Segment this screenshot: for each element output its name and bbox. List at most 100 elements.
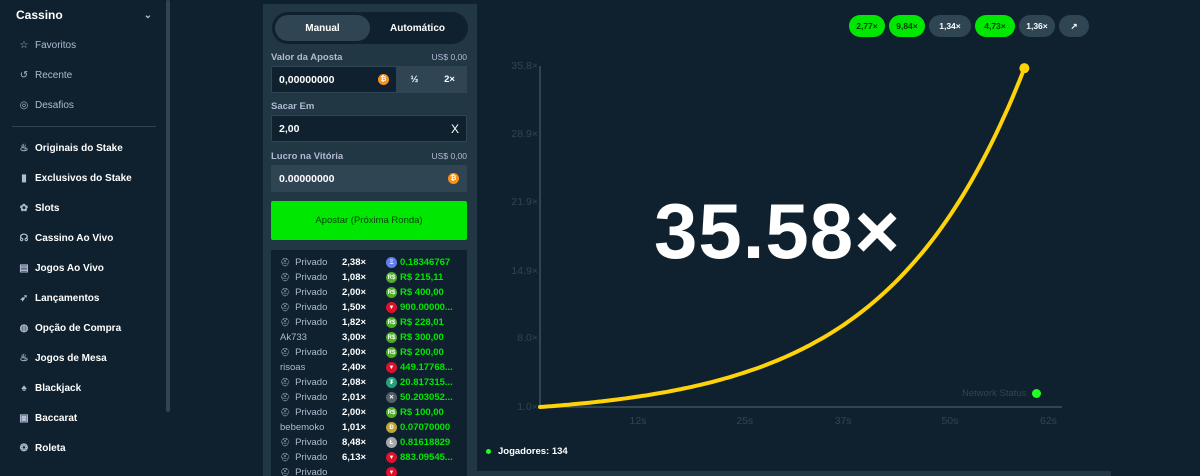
tab-manual[interactable]: Manual <box>275 15 370 41</box>
brl-coin-icon: R$ <box>386 287 397 298</box>
sidebar-item-recente[interactable]: ↺ Recente <box>0 60 168 90</box>
x-tick-label: 37s <box>834 415 852 427</box>
crash-game-area <box>477 4 1111 476</box>
history-chip[interactable]: 4,73× <box>975 15 1015 37</box>
bet-row[interactable]: ⛑ Privado ▼ <box>271 465 467 476</box>
sidebar-item-op-o-de-compra[interactable]: ◍ Opção de Compra <box>0 313 168 343</box>
sidebar-item-jogos-de-mesa[interactable]: ♨ Jogos de Mesa <box>0 343 168 373</box>
cashout-input[interactable]: 2,00 X <box>271 115 467 142</box>
bet-amount-label: Valor da Aposta <box>271 52 343 63</box>
bet-multiplier: 2,01× <box>342 392 367 403</box>
bet-amount: 0.07070000 <box>400 422 451 433</box>
sidebar-item-desafios[interactable]: ◎ Desafios <box>0 90 168 120</box>
incognito-icon: ⛑ <box>280 318 291 327</box>
sidebar-item-lan-amentos[interactable]: ➶ Lançamentos <box>0 283 168 313</box>
status-dot-icon <box>1032 389 1042 398</box>
bet-multiplier: 2,40× <box>342 362 367 373</box>
sidebar-title: Cassino <box>16 8 63 22</box>
sidebar-item-originais-do-stake[interactable]: ♨ Originais do Stake <box>0 133 168 163</box>
sidebar-item-label: Favoritos <box>35 39 77 51</box>
bet-row[interactable]: ⛑ Privado 2,00× R$ R$ 200,00 <box>271 345 467 360</box>
history-chip[interactable]: 2,77× <box>849 15 885 37</box>
x-tick-label: 12s <box>629 415 647 427</box>
sidebar-item-jogos-ao-vivo[interactable]: ▤ Jogos Ao Vivo <box>0 253 168 283</box>
sidebar-item-roleta[interactable]: ❂ Roleta <box>0 433 168 463</box>
history-chip[interactable]: 9,84× <box>889 15 925 37</box>
incognito-icon: ⛑ <box>280 258 291 267</box>
half-button[interactable]: ½ <box>397 66 432 93</box>
network-status[interactable]: Network Status <box>962 388 1042 399</box>
bet-user: ⛑ Privado <box>280 407 342 418</box>
sidebar: Cassino ⌄ ☆ Favoritos ↺ Recente ◎ Desafios ♨ O… <box>0 0 168 476</box>
table-flame-icon: ♨ <box>19 352 29 364</box>
bet-row[interactable]: ⛑ Privado 2,00× R$ R$ 400,00 <box>271 285 467 300</box>
bet-user-name: Privado <box>295 302 328 313</box>
players-label: Jogadores: 134 <box>498 446 568 457</box>
bet-row[interactable]: risoas 2,40× ▼ 449.17768... <box>271 360 467 375</box>
sidebar-item-blackjack[interactable]: ♠ Blackjack <box>0 373 168 403</box>
bet-row[interactable]: bebemoko 1,01× Ð 0.07070000 <box>271 420 467 435</box>
bet-user-name: bebemoko <box>280 422 325 433</box>
current-multiplier: 35.58× <box>654 187 901 275</box>
sidebar-item-slots[interactable]: ✿ Slots <box>0 193 168 223</box>
bet-row[interactable]: ⛑ Privado 2,00× R$ R$ 100,00 <box>271 405 467 420</box>
brl-coin-icon: R$ <box>386 332 397 343</box>
sidebar-item-label: Baccarat <box>35 412 78 424</box>
bet-amount: R$ 228,01 <box>400 317 444 328</box>
bet-amount: 449.17768... <box>400 362 453 373</box>
sidebar-item-label: Opção de Compra <box>35 322 122 334</box>
sidebar-item-exclusivos-do-stake[interactable]: ▮ Exclusivos do Stake <box>0 163 168 193</box>
sidebar-item-label: Lançamentos <box>35 292 100 304</box>
bets-list: ⛑ Privado 2,38× Ξ 0.18346767 ⛑ Privado 1,08× R$ R… <box>271 250 467 476</box>
ltc-coin-icon: Ł <box>386 437 397 448</box>
double-button[interactable]: 2× <box>432 66 467 93</box>
bet-user: ⛑ Privado <box>280 467 342 476</box>
bet-amount: 50.203052... <box>400 392 453 403</box>
chips-icon: ▤ <box>19 262 29 274</box>
bet-row[interactable]: ⛑ Privado 2,08× ₮ 20.817315... <box>271 375 467 390</box>
sidebar-item-label: Jogos Ao Vivo <box>35 262 104 274</box>
curve-end-point <box>1019 63 1030 74</box>
bitcoin-icon: ₿ <box>378 74 389 85</box>
history-chip[interactable]: 1,36× <box>1019 15 1055 37</box>
incognito-icon: ⛑ <box>280 288 291 297</box>
y-tick-label: 35.8× <box>511 60 538 72</box>
bet-user: Ak733 <box>280 332 342 343</box>
sidebar-item-cassino-ao-vivo[interactable]: ☊ Cassino Ao Vivo <box>0 223 168 253</box>
bet-row[interactable]: ⛑ Privado 2,01× ✕ 50.203052... <box>271 390 467 405</box>
history-chip[interactable]: 1,34× <box>929 15 971 37</box>
chevron-down-icon[interactable]: ⌄ <box>143 9 152 21</box>
place-bet-button[interactable]: Apostar (Próxima Ronda) <box>271 201 467 240</box>
sidebar-item-label: Desafios <box>35 99 74 111</box>
bet-row[interactable]: ⛑ Privado 1,50× ▼ 900.00000... <box>271 300 467 315</box>
bet-user-name: Privado <box>295 287 328 298</box>
sidebar-item-baccarat[interactable]: ▣ Baccarat <box>0 403 168 433</box>
clear-icon[interactable]: X <box>450 121 459 136</box>
flame-icon: ♨ <box>19 142 29 154</box>
y-tick-label: 28.9× <box>511 127 538 140</box>
bet-row[interactable]: ⛑ Privado 2,38× Ξ 0.18346767 <box>271 255 467 270</box>
bet-row[interactable]: ⛑ Privado 1,08× R$ R$ 215,11 <box>271 270 467 285</box>
cashout-label: Sacar Em <box>271 101 315 112</box>
trx-coin-icon: ▼ <box>386 362 397 373</box>
sidebar-casino-header[interactable]: Cassino ⌄ <box>0 0 168 30</box>
stats-chart-icon[interactable]: ↗ <box>1059 15 1089 37</box>
tab-auto[interactable]: Automático <box>390 22 445 34</box>
bet-row[interactable]: Ak733 3,00× R$ R$ 300,00 <box>271 330 467 345</box>
sidebar-scrollbar[interactable] <box>166 0 170 412</box>
sidebar-item-favoritos[interactable]: ☆ Favoritos <box>0 30 168 60</box>
bet-amount-input[interactable]: 0,00000000 ₿ <box>271 66 397 93</box>
bet-user: ⛑ Privado <box>280 437 342 448</box>
bet-row[interactable]: ⛑ Privado 8,48× Ł 0.81618829 <box>271 435 467 450</box>
headset-icon: ☊ <box>19 232 29 244</box>
bet-amount: R$ 100,00 <box>400 407 444 418</box>
history-icon: ↺ <box>19 69 29 81</box>
bet-user: ⛑ Privado <box>280 302 342 313</box>
bet-row[interactable]: ⛑ Privado 1,82× R$ R$ 228,01 <box>271 315 467 330</box>
sidebar-item-label: Slots <box>35 202 60 214</box>
brl-coin-icon: R$ <box>386 407 397 418</box>
bet-user: ⛑ Privado <box>280 287 342 298</box>
bet-user-name: Privado <box>295 377 328 388</box>
trx-coin-icon: ▼ <box>386 452 397 463</box>
bet-row[interactable]: ⛑ Privado 6,13× ▼ 883.09545... <box>271 450 467 465</box>
